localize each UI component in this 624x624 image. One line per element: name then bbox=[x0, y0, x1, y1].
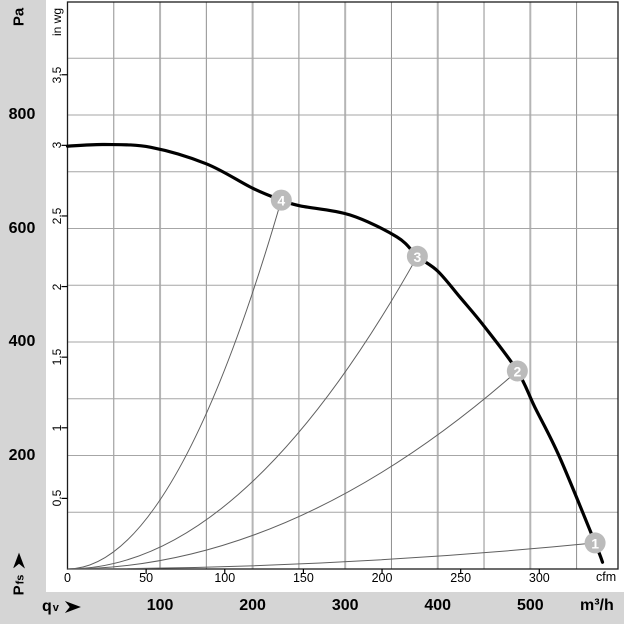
operating-point-number: 2 bbox=[513, 363, 521, 379]
pa-tick-label: 200 bbox=[8, 446, 36, 464]
pa-tick-label: 400 bbox=[8, 333, 36, 350]
cfm-tick-label: 250 bbox=[450, 571, 472, 585]
pa-tick-label: 800 bbox=[8, 106, 36, 123]
cfm-tick-label: 200 bbox=[371, 571, 393, 585]
inwg-tick-label: 3.5 bbox=[50, 66, 64, 84]
system-curve-2 bbox=[67, 370, 518, 570]
cfm-tick-label: 300 bbox=[528, 571, 550, 585]
m3h-tick-label: 300 bbox=[331, 597, 359, 614]
qv-subscript: v bbox=[52, 602, 59, 614]
inwg-tick-label: 2 bbox=[50, 283, 64, 290]
x-axis-unit-m3h: m³/h bbox=[580, 597, 614, 614]
cfm-tick-label: 100 bbox=[214, 571, 236, 585]
system-curve-4 bbox=[67, 199, 282, 570]
inwg-tick-label: 0.5 bbox=[50, 490, 64, 507]
inwg-tick-label: 2.5 bbox=[50, 207, 64, 225]
operating-point-number: 3 bbox=[413, 249, 421, 265]
m3h-tick-label: 200 bbox=[239, 597, 266, 614]
operating-point-number: 1 bbox=[591, 535, 599, 551]
inwg-tick-label: 1 bbox=[50, 424, 64, 432]
m3h-tick-label: 400 bbox=[424, 597, 452, 614]
m3h-tick-label: 500 bbox=[516, 597, 544, 614]
x-axis-unit-cfm: cfm bbox=[596, 570, 617, 584]
operating-point-badge bbox=[406, 245, 428, 267]
system-curve-1 bbox=[67, 542, 596, 570]
operating-point-badge bbox=[270, 189, 292, 211]
system-curve-3 bbox=[67, 256, 418, 570]
x-axis-symbol-qv: q v bbox=[42, 599, 81, 615]
bottom-axis-band bbox=[0, 592, 624, 624]
pressure-direction-arrow-icon bbox=[13, 553, 25, 569]
cfm-tick-label: 150 bbox=[292, 571, 314, 585]
operating-point-badge bbox=[584, 532, 606, 554]
operating-point-badge bbox=[506, 360, 528, 382]
inwg-tick-label: 3 bbox=[50, 142, 64, 149]
plot-frame bbox=[66, 1, 619, 570]
y-axis-symbol-pfs: P fs bbox=[10, 553, 28, 596]
cfm-tick-label: 50 bbox=[139, 571, 154, 585]
fan-curve bbox=[65, 142, 605, 564]
operating-point-number: 4 bbox=[277, 193, 285, 209]
inwg-tick-label: 1.5 bbox=[50, 348, 64, 366]
y-axis-unit-pa: Pa bbox=[10, 7, 28, 27]
qv-symbol: q bbox=[42, 598, 52, 615]
flow-direction-arrow-icon bbox=[64, 601, 81, 613]
cfm-tick-label: 0 bbox=[64, 571, 71, 585]
pa-tick-label: 600 bbox=[8, 219, 36, 237]
m3h-tick-label: 100 bbox=[146, 597, 174, 614]
left-axis-band bbox=[0, 0, 46, 624]
pfs-subscript: fs bbox=[14, 574, 27, 585]
pfs-symbol: P bbox=[10, 585, 28, 596]
y-axis-unit-inwg: in wg bbox=[50, 7, 64, 37]
